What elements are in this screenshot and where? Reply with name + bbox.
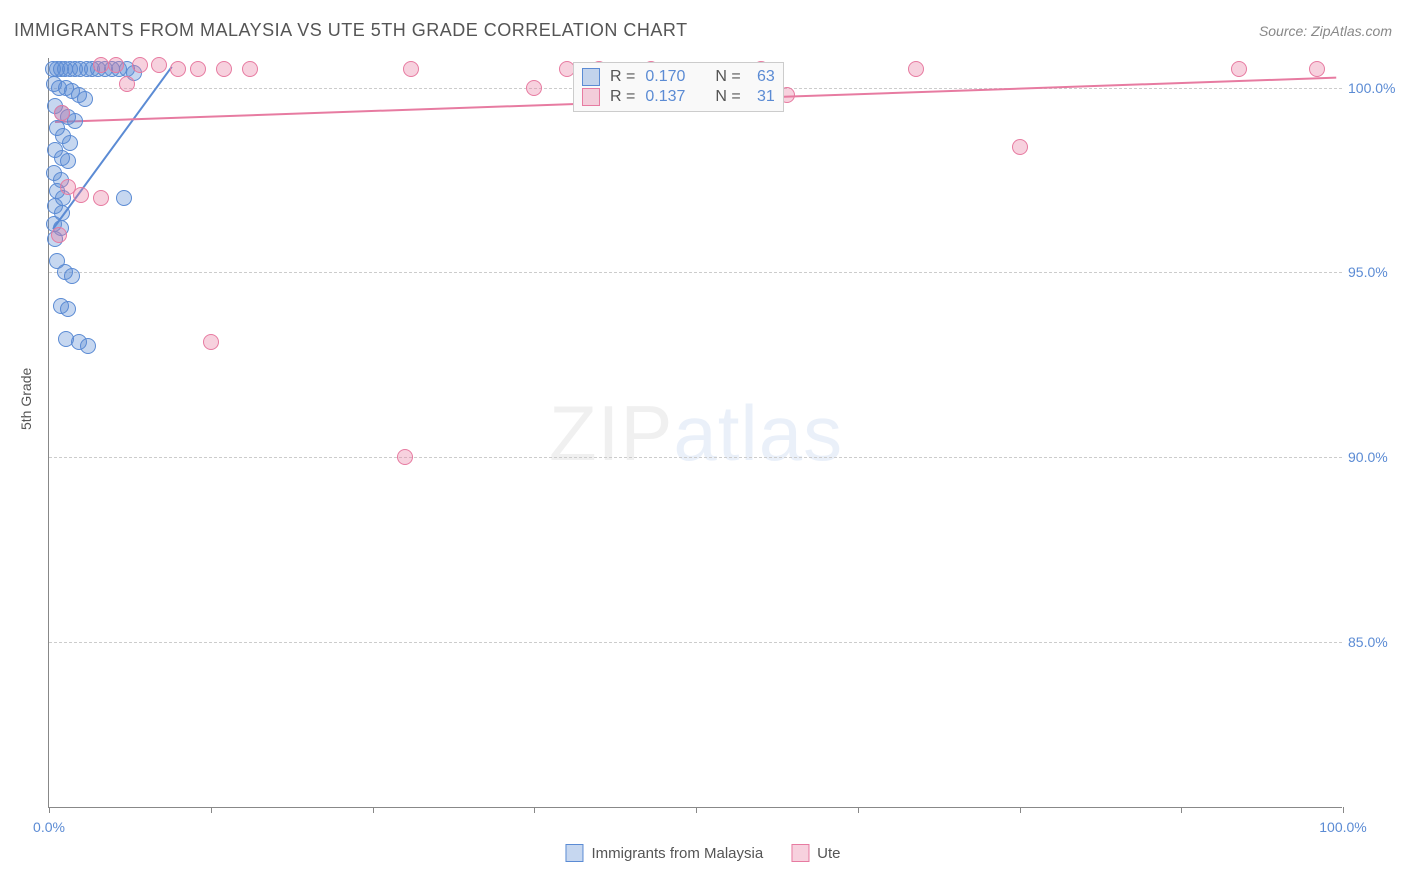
- legend-item-malaysia: Immigrants from Malaysia: [565, 844, 763, 862]
- marker-ute: [908, 61, 924, 77]
- marker-ute: [93, 57, 109, 73]
- stat-n-value: 63: [751, 68, 775, 86]
- marker-ute: [132, 57, 148, 73]
- x-tick: [49, 807, 50, 813]
- legend-item-ute: Ute: [791, 844, 840, 862]
- marker-ute: [1231, 61, 1247, 77]
- marker-ute: [403, 61, 419, 77]
- stat-r-label: R =: [610, 88, 635, 106]
- marker-ute: [190, 61, 206, 77]
- marker-malaysia: [80, 338, 96, 354]
- gridline: [49, 457, 1342, 458]
- marker-ute: [108, 57, 124, 73]
- marker-ute: [1012, 139, 1028, 155]
- x-tick: [373, 807, 374, 813]
- watermark: ZIPatlas: [549, 388, 843, 479]
- y-tick-label: 90.0%: [1348, 449, 1396, 465]
- x-tick: [858, 807, 859, 813]
- chart-title: IMMIGRANTS FROM MALAYSIA VS UTE 5TH GRAD…: [14, 20, 688, 41]
- marker-ute: [54, 105, 70, 121]
- marker-ute: [397, 449, 413, 465]
- marker-malaysia: [116, 190, 132, 206]
- legend-swatch-ute: [791, 844, 809, 862]
- marker-ute: [151, 57, 167, 73]
- plot-area: ZIPatlas 85.0%90.0%95.0%100.0%0.0%100.0%…: [48, 58, 1342, 808]
- marker-ute: [526, 80, 542, 96]
- x-tick: [696, 807, 697, 813]
- y-tick-label: 100.0%: [1348, 80, 1396, 96]
- marker-malaysia: [60, 153, 76, 169]
- x-tick: [534, 807, 535, 813]
- marker-ute: [170, 61, 186, 77]
- gridline: [49, 272, 1342, 273]
- x-tick-label: 100.0%: [1319, 819, 1366, 835]
- stat-n-value: 31: [751, 88, 775, 106]
- stat-row-malaysia: R = 0.170 N = 63: [582, 67, 775, 87]
- marker-malaysia: [60, 301, 76, 317]
- y-tick-label: 95.0%: [1348, 264, 1396, 280]
- x-tick: [1181, 807, 1182, 813]
- marker-malaysia: [62, 135, 78, 151]
- marker-ute: [93, 190, 109, 206]
- marker-ute: [119, 76, 135, 92]
- x-tick: [211, 807, 212, 813]
- stat-r-value: 0.137: [645, 88, 685, 106]
- stat-n-label: N =: [715, 88, 740, 106]
- x-tick: [1343, 807, 1344, 813]
- marker-malaysia: [77, 91, 93, 107]
- stat-swatch-ute: [582, 88, 600, 106]
- x-tick: [1020, 807, 1021, 813]
- legend-label-malaysia: Immigrants from Malaysia: [591, 845, 763, 862]
- marker-ute: [1309, 61, 1325, 77]
- watermark-zip: ZIP: [549, 389, 673, 477]
- stat-legend: R = 0.170 N = 63 R = 0.137 N = 31: [573, 62, 784, 112]
- bottom-legend: Immigrants from Malaysia Ute: [565, 844, 840, 862]
- marker-ute: [203, 334, 219, 350]
- gridline: [49, 642, 1342, 643]
- stat-row-ute: R = 0.137 N = 31: [582, 87, 775, 107]
- y-axis-label: 5th Grade: [18, 368, 34, 430]
- x-tick-label: 0.0%: [33, 819, 65, 835]
- marker-ute: [216, 61, 232, 77]
- source-label: Source: ZipAtlas.com: [1259, 23, 1392, 39]
- marker-ute: [73, 187, 89, 203]
- legend-label-ute: Ute: [817, 845, 840, 862]
- marker-ute: [242, 61, 258, 77]
- stat-r-label: R =: [610, 68, 635, 86]
- marker-ute: [51, 227, 67, 243]
- stat-swatch-malaysia: [582, 68, 600, 86]
- watermark-atlas: atlas: [673, 389, 843, 477]
- stat-n-label: N =: [715, 68, 740, 86]
- marker-malaysia: [64, 268, 80, 284]
- stat-r-value: 0.170: [645, 68, 685, 86]
- legend-swatch-malaysia: [565, 844, 583, 862]
- y-tick-label: 85.0%: [1348, 634, 1396, 650]
